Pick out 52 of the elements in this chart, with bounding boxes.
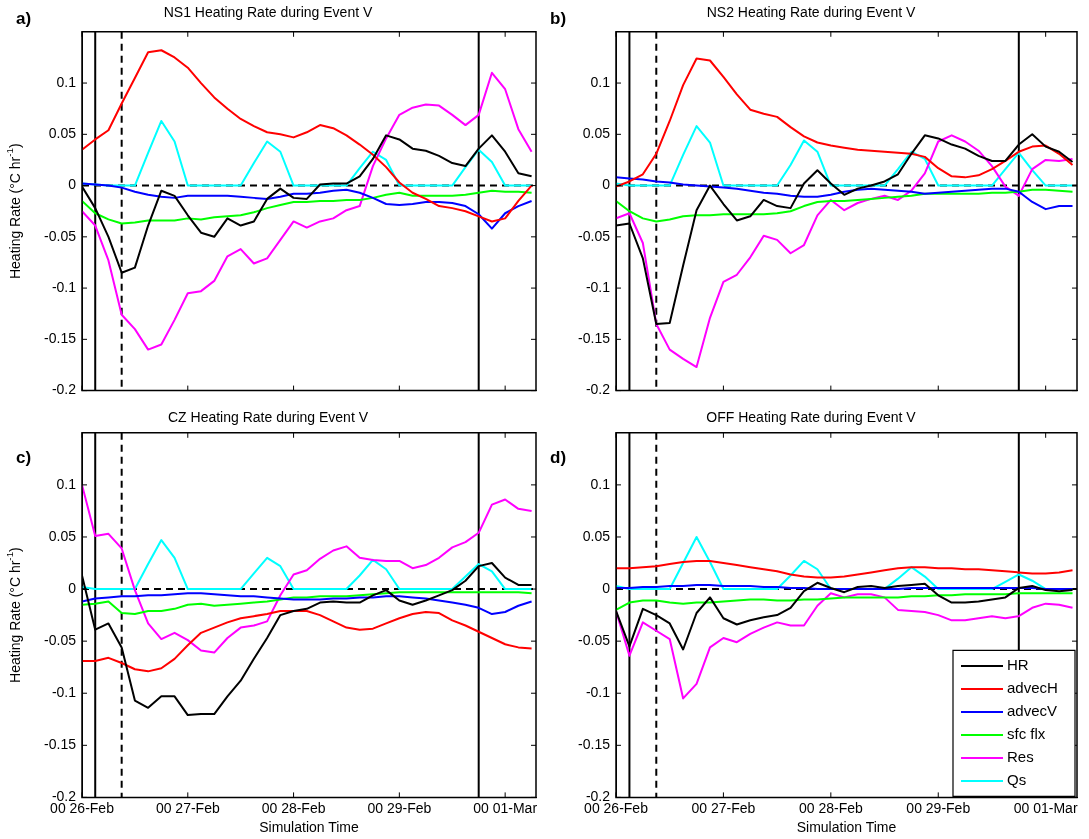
y-tick-label: 0.05	[582, 125, 611, 142]
y-tick-label: 0.05	[48, 527, 77, 544]
y-axis-title: Heating Rate (°C hr-1)	[4, 143, 23, 280]
chart-title: NS2 Heating Rate during Event V	[706, 4, 916, 21]
legend-label: sfc flx	[1007, 725, 1046, 743]
y-tick-label: -0.1	[51, 278, 77, 295]
y-tick-label: 0.1	[590, 73, 611, 90]
x-tick-label: 00 27-Feb	[155, 799, 220, 816]
x-tick-label: 00 28-Feb	[798, 799, 863, 816]
legend-label: Res	[1007, 748, 1034, 766]
y-tick-label: 0	[602, 176, 611, 193]
y-tick-label: -0.05	[578, 632, 611, 648]
legend-label: advecH	[1007, 679, 1058, 697]
y-tick-label: -0.1	[51, 684, 77, 701]
y-tick-label: -0.2	[585, 381, 611, 398]
x-tick-label: 00 29-Feb	[367, 799, 432, 816]
y-axis-title: Heating Rate (°C hr-1)	[4, 547, 23, 683]
x-tick-label: 00 27-Feb	[691, 799, 756, 816]
y-tick-label: -0.05	[44, 632, 77, 648]
legend-label: advecV	[1007, 702, 1058, 720]
y-tick-label: -0.1	[585, 278, 611, 295]
chart-title: CZ Heating Rate during Event V	[168, 409, 369, 426]
text: c)	[16, 447, 32, 467]
legend-label: Qs	[1007, 771, 1027, 789]
y-tick-label: 0.1	[56, 475, 77, 492]
y-tick-label: 0.1	[56, 73, 77, 90]
text: d)	[550, 447, 567, 467]
x-tick-label: 00 28-Feb	[261, 799, 326, 816]
x-axis-title: Simulation Time	[796, 819, 897, 836]
y-tick-label: 0.1	[590, 475, 611, 492]
y-tick-label: -0.05	[44, 227, 77, 244]
x-tick-label: 00 01-Mar	[1013, 799, 1078, 816]
legend-label: HR	[1007, 656, 1029, 674]
y-tick-label: -0.2	[51, 381, 77, 398]
chart-title: NS1 Heating Rate during Event V	[163, 4, 373, 21]
text: b)	[550, 8, 567, 28]
text: a)	[16, 8, 32, 28]
y-tick-label: 0	[68, 176, 77, 193]
y-tick-label: 0.05	[48, 125, 77, 142]
y-tick-label: -0.15	[578, 330, 611, 347]
x-tick-label: 00 29-Feb	[906, 799, 971, 816]
y-tick-label: 0	[602, 579, 611, 596]
y-tick-label: -0.15	[44, 736, 77, 753]
x-tick-label: 00 01-Mar	[473, 799, 538, 816]
x-axis-title: Simulation Time	[259, 819, 360, 836]
y-tick-label: 0.05	[582, 527, 611, 544]
y-tick-label: -0.05	[578, 227, 611, 244]
y-tick-label: -0.15	[44, 330, 77, 347]
chart-title: OFF Heating Rate during Event V	[706, 409, 917, 426]
y-tick-label: 0	[68, 579, 77, 596]
y-tick-label: -0.15	[578, 736, 611, 753]
y-tick-label: -0.1	[585, 684, 611, 701]
